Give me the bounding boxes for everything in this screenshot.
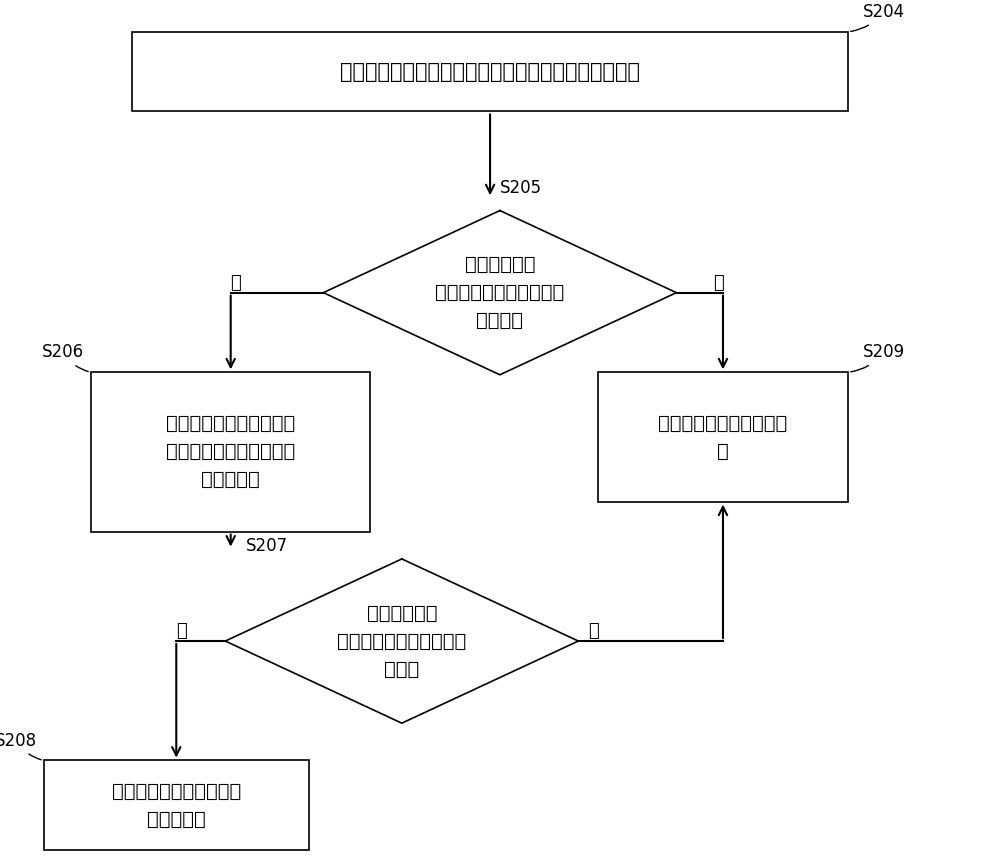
Bar [44,760,309,850]
Polygon shape [225,559,578,723]
Text: 是: 是 [230,274,241,291]
Text: 控制风机的频率系数增加
预设系数值，得到更新后
的频率系数: 控制风机的频率系数增加 预设系数值，得到更新后 的频率系数 [166,414,295,489]
Text: 否: 否 [713,274,723,291]
Bar [91,372,370,531]
Text: 否: 否 [588,623,599,640]
Text: S209: S209 [851,343,905,372]
Text: S204: S204 [851,3,905,31]
Text: 基于更新后的频率系数更
新目标频率: 基于更新后的频率系数更 新目标频率 [112,782,241,829]
Text: 维持风机运行在目标频率
下: 维持风机运行在目标频率 下 [658,414,788,460]
Text: 是: 是 [176,623,187,640]
Text: S207: S207 [245,538,288,556]
Text: S205: S205 [500,179,542,197]
Text: 获取风机运行在目标频率下，公共烟道出口的目标参数: 获取风机运行在目标频率下，公共烟道出口的目标参数 [340,62,640,81]
Text: 判断更新后的
频率系数是否小于预设频
率阈值: 判断更新后的 频率系数是否小于预设频 率阈值 [337,603,466,679]
Polygon shape [323,211,676,375]
Bar [598,372,848,502]
Bar [132,32,848,112]
Text: S206: S206 [42,343,88,372]
Text: 判断目标参数
是否小于目标参数对应的
额定参数: 判断目标参数 是否小于目标参数对应的 额定参数 [435,255,565,330]
Text: S208: S208 [0,732,41,759]
